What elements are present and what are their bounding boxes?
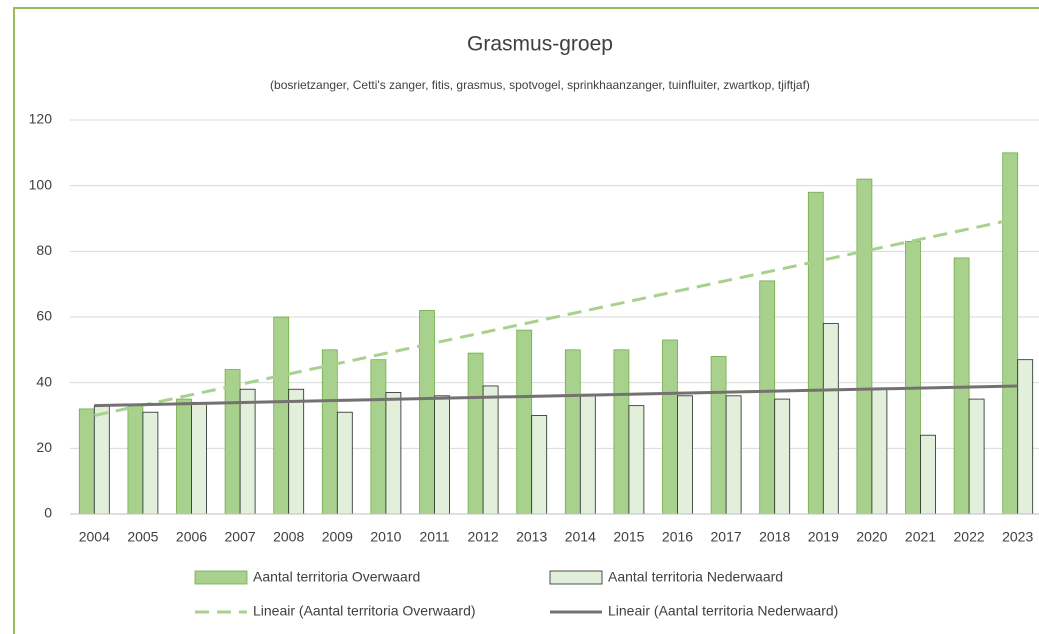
x-tick-label: 2010 bbox=[370, 529, 401, 545]
legend-label: Aantal territoria Nederwaard bbox=[608, 569, 783, 585]
x-tick-label: 2012 bbox=[468, 529, 499, 545]
legend-swatch bbox=[194, 570, 248, 585]
x-tick-label: 2014 bbox=[565, 529, 596, 545]
x-tick-label: 2017 bbox=[711, 529, 742, 545]
x-tick-label: 2008 bbox=[273, 529, 304, 545]
bar bbox=[531, 415, 548, 515]
x-tick-label: 2018 bbox=[759, 529, 790, 545]
x-tick-label: 2023 bbox=[1002, 529, 1033, 545]
legend-label: Lineair (Aantal territoria Nederwaard) bbox=[608, 603, 838, 619]
bar bbox=[662, 339, 678, 515]
x-tick-label: 2009 bbox=[322, 529, 353, 545]
bar bbox=[871, 388, 888, 515]
bar bbox=[822, 323, 839, 515]
x-tick-label: 2007 bbox=[225, 529, 256, 545]
bar bbox=[467, 352, 484, 515]
bar bbox=[191, 401, 207, 515]
bar bbox=[336, 411, 353, 515]
bar bbox=[759, 280, 776, 515]
bar bbox=[239, 388, 256, 515]
bar bbox=[419, 310, 435, 515]
bar bbox=[78, 408, 95, 515]
x-tick-label: 2019 bbox=[808, 529, 839, 545]
bar bbox=[628, 405, 645, 515]
bar bbox=[1002, 152, 1019, 515]
bar bbox=[288, 388, 305, 515]
bar bbox=[677, 395, 693, 515]
bar bbox=[905, 241, 921, 515]
bar bbox=[482, 385, 499, 515]
bar bbox=[856, 178, 873, 515]
chart-subtitle: (bosrietzanger, Cetti's zanger, fitis, g… bbox=[270, 78, 810, 92]
bar bbox=[273, 316, 290, 515]
x-tick-label: 2005 bbox=[127, 529, 158, 545]
bar bbox=[176, 398, 192, 515]
y-tick-label: 0 bbox=[44, 505, 52, 521]
x-tick-label: 2004 bbox=[79, 529, 110, 545]
x-tick-label: 2011 bbox=[419, 529, 449, 545]
x-tick-label: 2015 bbox=[613, 529, 644, 545]
bar bbox=[142, 411, 159, 515]
y-tick-label: 40 bbox=[36, 373, 52, 389]
frame bbox=[13, 7, 1039, 634]
x-tick-label: 2020 bbox=[856, 529, 887, 545]
bar bbox=[224, 369, 241, 515]
chart-title: Grasmus-groep bbox=[467, 33, 613, 56]
y-tick-label: 120 bbox=[29, 111, 53, 127]
x-tick-label: 2006 bbox=[176, 529, 207, 545]
bar bbox=[434, 395, 450, 515]
x-tick-label: 2013 bbox=[516, 529, 547, 545]
bar bbox=[370, 359, 387, 515]
y-tick-label: 20 bbox=[36, 439, 52, 455]
bar bbox=[93, 405, 110, 515]
legend-swatch bbox=[549, 570, 603, 585]
bar bbox=[807, 191, 824, 515]
x-tick-label: 2021 bbox=[905, 529, 936, 545]
bar bbox=[968, 398, 985, 515]
trend-line bbox=[94, 384, 1018, 408]
bar bbox=[564, 349, 581, 515]
y-tick-label: 60 bbox=[36, 308, 52, 324]
bar bbox=[725, 395, 742, 515]
bar bbox=[613, 349, 630, 515]
y-tick-label: 80 bbox=[36, 242, 52, 258]
x-tick-label: 2022 bbox=[954, 529, 985, 545]
bar bbox=[385, 392, 402, 515]
bar bbox=[710, 355, 727, 515]
legend-label: Aantal territoria Overwaard bbox=[253, 569, 420, 585]
bar bbox=[321, 349, 338, 515]
bar bbox=[1017, 359, 1034, 515]
bar bbox=[127, 405, 144, 515]
trend-line bbox=[93, 217, 1019, 417]
bar bbox=[920, 434, 936, 515]
bar bbox=[516, 329, 533, 515]
x-tick-label: 2016 bbox=[662, 529, 693, 545]
bar bbox=[579, 395, 596, 515]
legend-label: Lineair (Aantal territoria Overwaard) bbox=[253, 603, 476, 619]
y-tick-label: 100 bbox=[29, 176, 53, 192]
bar bbox=[774, 398, 791, 515]
